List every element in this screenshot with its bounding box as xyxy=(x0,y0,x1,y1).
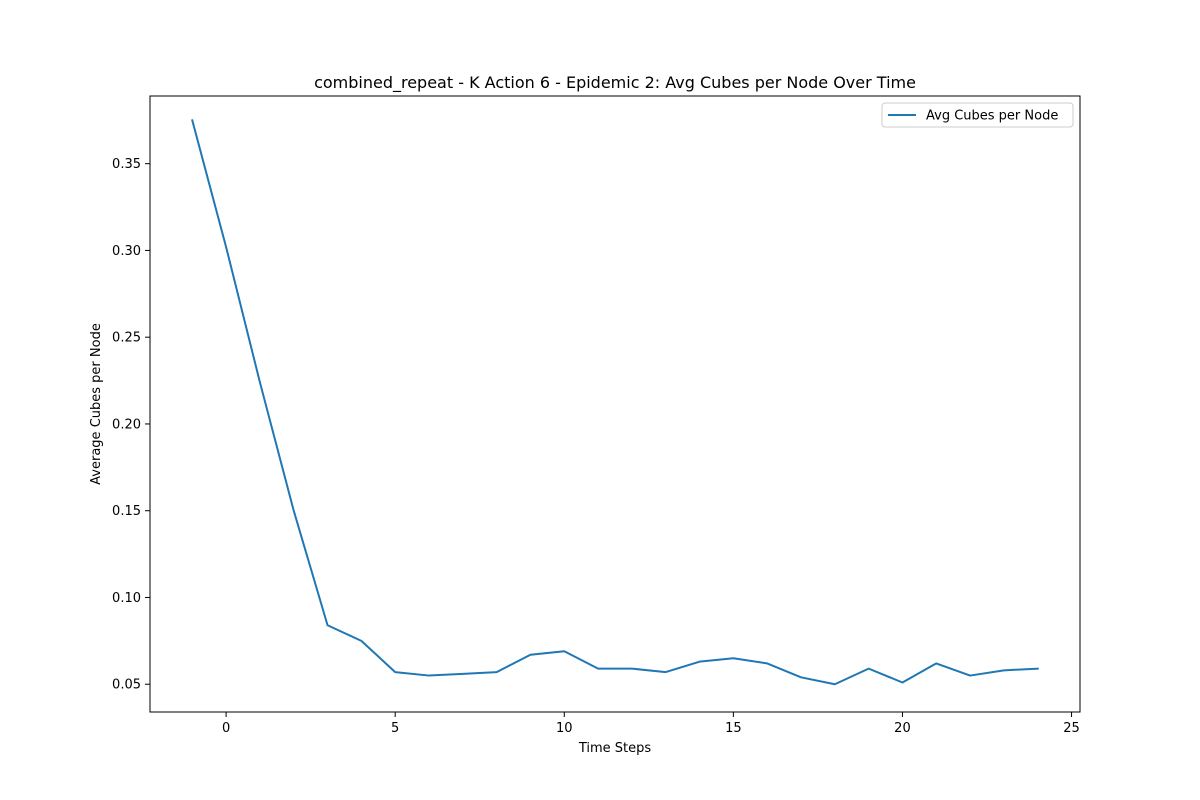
plot-frame xyxy=(149,95,1081,713)
legend-label: Avg Cubes per Node xyxy=(926,109,1058,124)
x-tick-label: 5 xyxy=(391,721,399,736)
legend-box xyxy=(881,102,1074,128)
y-tick-label: 0.10 xyxy=(112,591,141,606)
x-axis-label: Time Steps xyxy=(578,741,652,756)
x-tick-label: 15 xyxy=(725,721,742,736)
y-tick-label: 0.25 xyxy=(112,331,141,346)
y-axis-ticks: 0.05 0.10 0.15 0.20 0.25 0.30 0.35 xyxy=(112,157,150,693)
y-axis-label: Average Cubes per Node xyxy=(89,323,104,485)
series-line xyxy=(191,119,1039,686)
legend: Avg Cubes per Node xyxy=(881,102,1074,128)
y-tick-label: 0.35 xyxy=(112,157,141,172)
chart-title: combined_repeat - K Action 6 - Epidemic … xyxy=(314,73,916,93)
plot-area xyxy=(149,95,1081,713)
x-axis-ticks: 0 5 10 15 20 25 xyxy=(222,712,1080,736)
series-layer xyxy=(191,119,1039,686)
x-tick-label: 25 xyxy=(1063,721,1080,736)
y-tick-label: 0.15 xyxy=(112,504,141,519)
x-tick-label: 0 xyxy=(222,721,230,736)
y-tick-label: 0.20 xyxy=(112,417,141,432)
y-tick-label: 0.30 xyxy=(112,244,141,259)
y-tick-label: 0.05 xyxy=(112,678,141,693)
x-tick-label: 10 xyxy=(556,721,573,736)
x-tick-label: 20 xyxy=(894,721,911,736)
